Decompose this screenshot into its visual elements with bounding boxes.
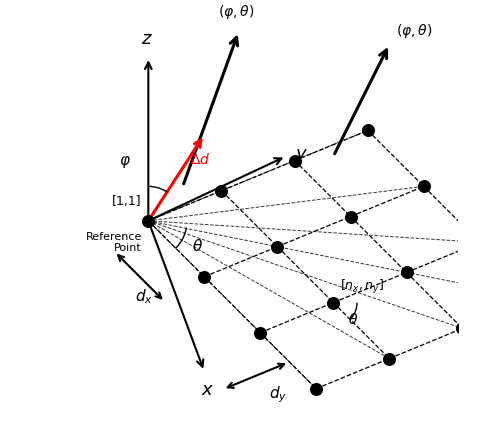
Text: [1,1]: [1,1] <box>112 195 142 208</box>
Text: $\theta$: $\theta$ <box>347 312 358 327</box>
Text: $\varphi$: $\varphi$ <box>119 154 131 170</box>
Point <box>256 329 264 336</box>
Text: $(\varphi,\theta)$: $(\varphi,\theta)$ <box>218 3 255 21</box>
Point <box>476 239 484 246</box>
Text: $d_x$: $d_x$ <box>135 288 153 306</box>
Text: $(\varphi,\theta)$: $(\varphi,\theta)$ <box>396 22 432 40</box>
Point <box>420 183 428 190</box>
Point <box>459 325 467 332</box>
Text: Reference
Point: Reference Point <box>86 231 142 253</box>
Text: $[n_x, n_y]$: $[n_x, n_y]$ <box>340 278 384 296</box>
Text: $\theta$: $\theta$ <box>192 238 203 254</box>
Point <box>274 243 281 250</box>
Text: y: y <box>295 145 306 163</box>
Text: x: x <box>201 381 212 399</box>
Text: z: z <box>141 30 151 48</box>
Text: $d_y$: $d_y$ <box>269 384 287 405</box>
Point <box>218 187 226 194</box>
Point <box>403 269 411 276</box>
Point <box>144 217 152 224</box>
Point <box>312 385 320 392</box>
Point <box>291 157 298 164</box>
Text: $\Delta d$: $\Delta d$ <box>190 152 210 167</box>
Point <box>347 213 354 220</box>
Point <box>364 127 372 134</box>
Point <box>200 273 208 281</box>
Point <box>385 355 393 362</box>
Point <box>330 299 337 306</box>
